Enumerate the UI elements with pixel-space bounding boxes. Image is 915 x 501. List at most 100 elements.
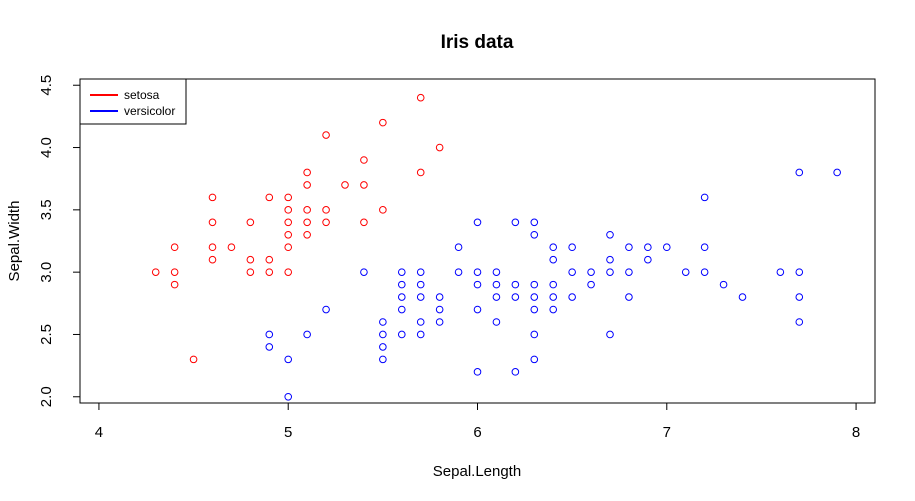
setosa-point	[341, 181, 349, 189]
setosa-point	[360, 181, 368, 189]
versicolor-point	[795, 268, 804, 276]
setosa-point	[189, 355, 198, 364]
setosa-point	[284, 230, 293, 239]
x-axis-label: Sepal.Length	[433, 463, 521, 480]
versicolor-point	[492, 268, 501, 276]
setosa-point	[284, 268, 293, 276]
x-axis: 4 5 6 7 8	[95, 402, 860, 441]
setosa-point	[322, 131, 330, 139]
versicolor-point	[473, 305, 482, 314]
setosa-point	[265, 255, 274, 264]
versicolor-point	[379, 330, 387, 339]
versicolor-point	[416, 330, 425, 339]
setosa-point	[360, 218, 368, 227]
setosa-point	[170, 268, 179, 276]
legend: setosa versicolor	[79, 78, 187, 125]
setosa-point	[322, 218, 330, 227]
versicolor-point	[530, 305, 539, 314]
versicolor-point	[549, 255, 558, 264]
versicolor-point	[625, 293, 633, 301]
versicolor-point	[606, 230, 614, 239]
versicolor-point	[397, 293, 406, 301]
setosa-point	[170, 243, 179, 252]
versicolor-point	[606, 255, 614, 264]
setosa-point	[303, 206, 311, 214]
y-axis-label: Sepal.Width	[6, 201, 23, 282]
versicolor-point	[397, 268, 406, 276]
versicolor-point	[530, 355, 539, 364]
setosa-point	[303, 230, 311, 239]
versicolor-point	[625, 268, 633, 276]
setosa-point	[303, 218, 311, 227]
versicolor-point	[530, 330, 539, 339]
versicolor-point	[435, 293, 444, 301]
versicolor-point	[833, 168, 841, 177]
setosa-point	[208, 218, 217, 227]
y-tick-label: 4.5	[38, 75, 55, 96]
versicolor-point	[511, 368, 520, 376]
versicolor-point	[322, 305, 330, 314]
setosa-point	[246, 268, 255, 276]
versicolor-point	[700, 193, 709, 202]
versicolor-point	[511, 293, 520, 301]
versicolor-point	[492, 280, 501, 289]
versicolor-point	[587, 280, 595, 289]
setosa-point	[284, 193, 293, 202]
versicolor-point	[530, 218, 539, 227]
versicolor-point	[549, 280, 558, 289]
y-tick-label: 4.0	[38, 137, 55, 158]
versicolor-point	[473, 218, 482, 227]
y-tick-label: 2.0	[38, 386, 55, 407]
setosa-point	[284, 218, 293, 227]
legend-label-setosa: setosa	[124, 88, 160, 102]
versicolor-point	[738, 293, 747, 301]
x-tick-label: 8	[852, 424, 860, 441]
versicolor-point	[700, 243, 709, 252]
versicolor-point	[473, 268, 482, 276]
chart-title: Iris data	[441, 32, 514, 53]
versicolor-point	[530, 230, 539, 239]
data-points	[151, 93, 841, 401]
y-axis: 2.0 2.5 3.0 3.5 4.0 4.5	[38, 75, 81, 407]
versicolor-point	[587, 268, 595, 276]
versicolor-point	[416, 280, 425, 289]
versicolor-point	[303, 330, 311, 339]
versicolor-point	[492, 293, 501, 301]
x-tick-label: 4	[95, 424, 103, 441]
setosa-point	[208, 243, 217, 252]
versicolor-point	[530, 280, 539, 289]
plot-frame	[79, 78, 876, 404]
versicolor-point	[265, 330, 274, 339]
y-tick-label: 3.0	[38, 262, 55, 283]
versicolor-point	[549, 305, 558, 314]
legend-label-versicolor: versicolor	[124, 104, 175, 118]
versicolor-point	[379, 343, 387, 351]
setosa-point	[379, 206, 387, 214]
y-tick-label: 2.5	[38, 324, 55, 345]
versicolor-point	[719, 280, 728, 289]
setosa-point	[303, 181, 311, 189]
versicolor-point	[397, 280, 406, 289]
versicolor-point	[454, 243, 463, 252]
versicolor-point	[568, 268, 576, 276]
setosa-point	[170, 280, 179, 289]
versicolor-point	[568, 293, 576, 301]
versicolor-point	[549, 243, 558, 252]
setosa-point	[151, 268, 160, 276]
versicolor-point	[644, 243, 652, 252]
versicolor-point	[454, 268, 463, 276]
setosa-point	[208, 255, 217, 264]
versicolor-point	[492, 318, 501, 326]
versicolor-point	[568, 243, 576, 252]
versicolor-point	[681, 268, 690, 276]
versicolor-point	[511, 218, 520, 227]
setosa-point	[416, 168, 425, 177]
versicolor-point	[795, 168, 804, 177]
versicolor-point	[549, 293, 558, 301]
versicolor-point	[416, 268, 425, 276]
setosa-point	[284, 243, 293, 252]
versicolor-point	[416, 293, 425, 301]
versicolor-point	[397, 330, 406, 339]
versicolor-point	[511, 280, 520, 289]
